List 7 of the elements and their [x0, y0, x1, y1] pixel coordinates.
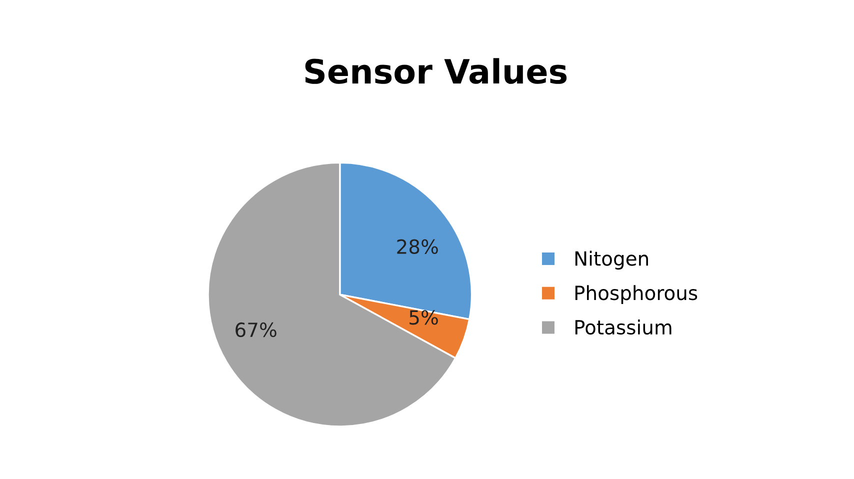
legend-label: Nitogen: [575, 250, 648, 270]
legend-label: Phosphorous: [575, 285, 698, 304]
data-label: 67%: [236, 322, 276, 338]
legend-label: Potassium: [575, 320, 672, 335]
data-label: 5%: [410, 310, 438, 325]
data-label: 28%: [397, 239, 438, 254]
chart-title: Sensor Values: [305, 58, 567, 84]
